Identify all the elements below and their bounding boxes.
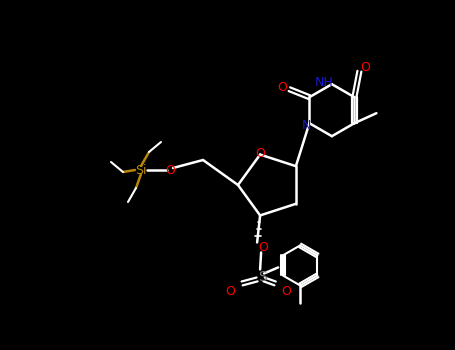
Text: S: S xyxy=(258,271,267,285)
Text: O: O xyxy=(278,81,287,94)
Text: O: O xyxy=(165,164,175,177)
Text: O: O xyxy=(258,241,268,254)
Text: O: O xyxy=(281,285,291,298)
Text: O: O xyxy=(360,61,370,74)
Text: N: N xyxy=(302,119,311,132)
Text: NH: NH xyxy=(314,76,333,89)
Text: Si: Si xyxy=(135,164,147,177)
Text: O: O xyxy=(255,147,265,160)
Text: O: O xyxy=(225,285,235,298)
